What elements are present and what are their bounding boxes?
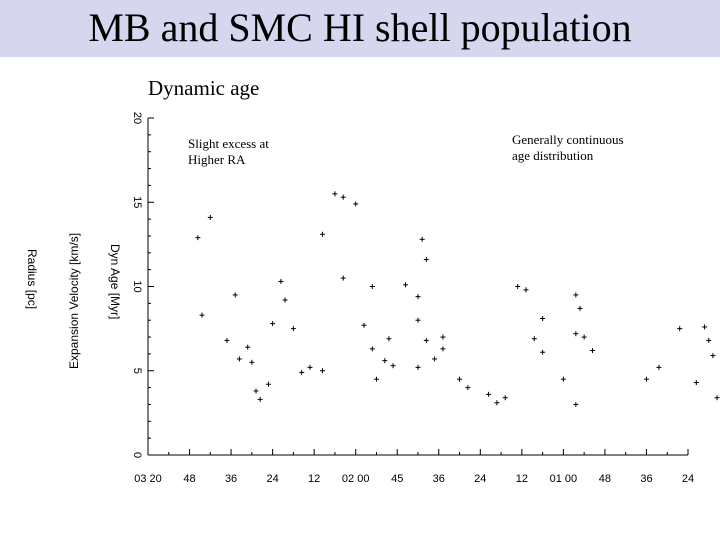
data-point-plus <box>714 395 720 401</box>
data-point-plus <box>332 191 338 197</box>
data-point-plus <box>440 346 446 352</box>
annotation-right-line2: age distribution <box>512 148 594 163</box>
x-tick-label: 12 <box>516 473 528 485</box>
slide-title: MB and SMC HI shell population <box>88 5 632 50</box>
data-point-plus <box>270 321 276 327</box>
y-tick-label: 10 <box>131 280 143 292</box>
data-point-plus <box>573 401 579 407</box>
data-point-plus <box>540 349 546 355</box>
data-point-plus <box>361 322 367 328</box>
data-point-plus <box>560 376 566 382</box>
data-point-plus <box>656 364 662 370</box>
data-point-plus <box>465 385 471 391</box>
data-point-plus <box>249 359 255 365</box>
data-point-plus <box>403 282 409 288</box>
data-point-plus <box>232 292 238 298</box>
data-point-plus <box>257 396 263 402</box>
x-tick-label: 01 00 <box>550 473 578 485</box>
data-point-plus <box>573 292 579 298</box>
data-point-plus <box>236 356 242 362</box>
annotation-left: Slight excess at Higher RA <box>188 136 269 168</box>
data-point-plus <box>245 344 251 350</box>
data-point-plus <box>702 324 708 330</box>
x-tick-label: 24 <box>682 473 694 485</box>
x-tick-label: 24 <box>266 473 278 485</box>
y-tick-label: 0 <box>131 452 143 458</box>
data-point-plus <box>369 284 375 289</box>
data-point-plus <box>502 395 508 401</box>
data-point-plus <box>643 376 649 382</box>
annotation-left-line2: Higher RA <box>188 152 246 167</box>
data-point-plus <box>195 235 201 241</box>
x-tick-label: 45 <box>391 473 403 485</box>
data-point-plus <box>319 368 325 374</box>
data-point-plus <box>415 364 421 370</box>
annotation-right: Generally continuous age distribution <box>512 132 624 164</box>
data-point-plus <box>390 363 396 369</box>
data-point-plus <box>224 337 230 343</box>
data-point-plus <box>386 336 392 342</box>
y-tick-label: 15 <box>131 196 143 208</box>
y-tick-label: 20 <box>131 112 143 124</box>
data-point-plus <box>581 334 587 340</box>
data-point-plus <box>373 376 379 382</box>
x-tick-label: 36 <box>433 473 445 485</box>
data-point-plus <box>207 214 213 220</box>
data-point-plus <box>265 381 271 387</box>
x-tick-label: 36 <box>225 473 237 485</box>
x-tick-label: 03 20 <box>134 473 162 485</box>
data-point-plus <box>319 231 325 237</box>
x-tick-label: 24 <box>474 473 486 485</box>
data-point-plus <box>423 337 429 343</box>
data-point-plus <box>677 326 683 332</box>
data-point-plus <box>340 194 346 200</box>
data-point-plus <box>340 275 346 281</box>
chart-subtitle: Dynamic age <box>148 76 260 100</box>
x-tick-label: 12 <box>308 473 320 485</box>
data-point-plus <box>382 358 388 364</box>
data-point-plus <box>253 388 259 394</box>
data-point-plus <box>423 257 429 263</box>
data-point-plus <box>199 312 205 318</box>
x-tick-label: 48 <box>599 473 611 485</box>
data-point-plus <box>523 287 529 293</box>
data-point-plus <box>515 284 521 289</box>
data-point-plus <box>531 336 537 342</box>
data-point-plus <box>577 305 583 311</box>
data-point-plus <box>693 380 699 386</box>
x-tick-label: 36 <box>640 473 652 485</box>
data-point-plus <box>432 356 438 362</box>
data-point-plus <box>415 294 421 300</box>
data-point-plus <box>457 376 463 382</box>
data-point-plus <box>278 278 284 284</box>
annotation-right-line1: Generally continuous <box>512 132 624 147</box>
data-point-plus <box>353 201 359 207</box>
data-point-plus <box>573 331 579 337</box>
data-point-plus <box>486 391 492 397</box>
x-tick-label: 02 00 <box>342 473 370 485</box>
data-point-plus <box>540 316 546 322</box>
data-point-plus <box>369 346 375 352</box>
annotation-left-line1: Slight excess at <box>188 136 269 151</box>
x-tick-label: 48 <box>183 473 195 485</box>
data-point-plus <box>706 337 712 343</box>
data-point-plus <box>282 297 288 303</box>
title-bar <box>0 0 720 57</box>
data-point-plus <box>440 334 446 340</box>
data-point-plus <box>307 364 313 370</box>
data-point-plus <box>290 326 296 332</box>
data-point-plus <box>494 400 500 406</box>
data-point-plus <box>710 353 716 359</box>
data-point-plus <box>299 369 305 375</box>
y-tick-label: 5 <box>131 368 143 374</box>
data-point-plus <box>419 236 425 242</box>
data-point-plus <box>589 348 595 354</box>
data-point-plus <box>415 317 421 323</box>
